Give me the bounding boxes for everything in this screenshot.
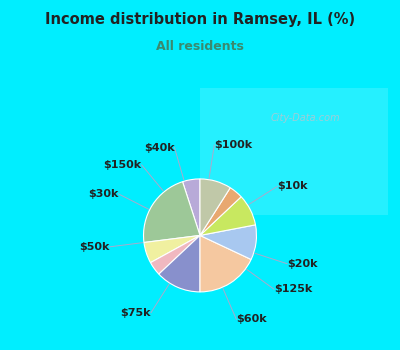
Text: $60k: $60k [236,314,267,324]
Wedge shape [200,197,256,236]
Text: $30k: $30k [88,189,118,199]
Text: $150k: $150k [104,160,142,170]
Text: $75k: $75k [120,308,151,318]
Text: City-Data.com: City-Data.com [270,113,340,123]
Wedge shape [144,182,200,243]
Wedge shape [182,179,200,236]
Wedge shape [144,236,200,262]
Text: Income distribution in Ramsey, IL (%): Income distribution in Ramsey, IL (%) [45,12,355,27]
Bar [200,88,388,215]
Text: $125k: $125k [274,284,312,294]
Text: $20k: $20k [287,259,318,269]
Text: $10k: $10k [277,181,308,191]
Wedge shape [200,179,230,236]
Wedge shape [200,188,241,236]
Text: $40k: $40k [144,142,174,153]
Text: $50k: $50k [79,242,109,252]
Wedge shape [159,236,200,292]
Wedge shape [150,236,200,274]
Text: All residents: All residents [156,40,244,53]
Wedge shape [200,236,251,292]
Text: $100k: $100k [214,140,252,150]
Wedge shape [200,225,256,259]
